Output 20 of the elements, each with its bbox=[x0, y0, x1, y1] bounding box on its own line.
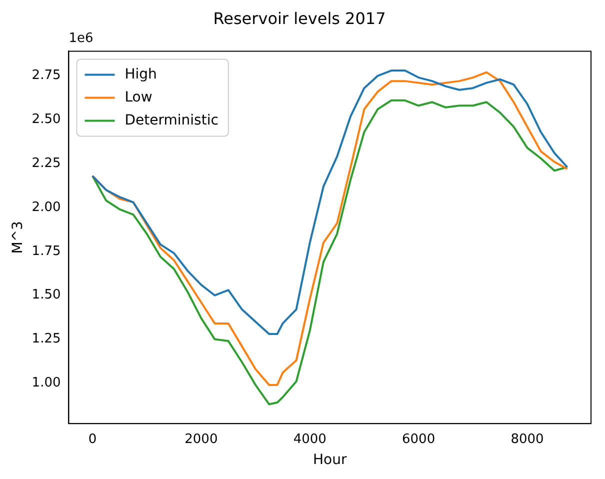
text: 1e6 bbox=[68, 31, 94, 46]
y-tick-label: 1.25 bbox=[32, 332, 61, 347]
x-tick-label: 6000 bbox=[402, 432, 436, 447]
y-tick-label: 1.75 bbox=[32, 244, 61, 259]
y-tick-label: 1.00 bbox=[32, 376, 61, 391]
legend-label: High bbox=[124, 66, 157, 82]
y-tick-label: 2.75 bbox=[32, 68, 61, 84]
y-tick-label: 1.50 bbox=[32, 288, 61, 303]
y-tick-label: 2.00 bbox=[32, 200, 61, 215]
chart-title: Reservoir levels 2017 bbox=[213, 8, 386, 28]
legend-label: Deterministic bbox=[124, 112, 218, 128]
x-tick-label: 0 bbox=[88, 432, 97, 447]
x-tick-label: 4000 bbox=[293, 432, 326, 447]
legend-label: Low bbox=[124, 89, 152, 106]
x-tick-label: 8000 bbox=[510, 432, 544, 447]
y-axis-title: M^3 bbox=[10, 221, 26, 254]
y-tick-label: 2.25 bbox=[32, 156, 61, 171]
x-tick-label: 2000 bbox=[184, 432, 218, 447]
x-axis-title: Hour bbox=[313, 452, 347, 468]
y-tick-label: 2.50 bbox=[32, 112, 61, 128]
